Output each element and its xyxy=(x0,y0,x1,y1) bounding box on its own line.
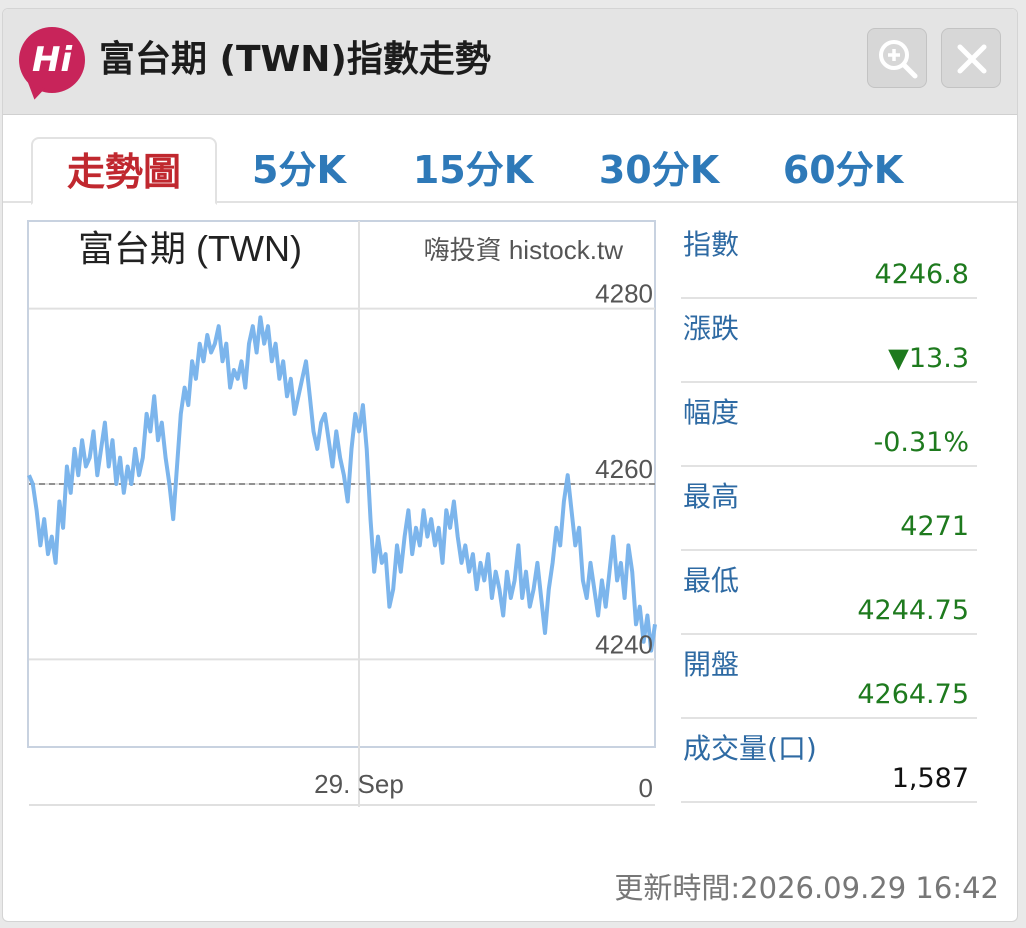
stat-percent: 幅度 -0.31% xyxy=(681,383,977,467)
close-icon xyxy=(957,44,987,74)
chart-tabs: 走勢圖 5分K 15分K 30分K 60分K xyxy=(3,115,1017,205)
y-tick-label: 4240 xyxy=(595,629,653,659)
stat-volume: 成交量(口) 1,587 xyxy=(681,719,977,803)
stat-value: 4271 xyxy=(900,511,969,542)
tab-trend[interactable]: 走勢圖 xyxy=(31,137,217,205)
tab-60min-k[interactable]: 60分K xyxy=(782,148,904,192)
stat-value: ▼13.3 xyxy=(888,343,969,374)
x-tick-label: 29. Sep xyxy=(314,769,404,799)
stat-value: -0.31% xyxy=(873,427,969,458)
stat-label: 最低 xyxy=(683,564,740,597)
hi-logo[interactable]: Hi xyxy=(19,27,85,93)
y-tick-label: 4260 xyxy=(595,454,653,484)
stat-open: 開盤 4264.75 xyxy=(681,635,977,719)
stat-value: 1,587 xyxy=(891,763,969,794)
stat-label: 幅度 xyxy=(683,396,740,429)
tab-30min-k[interactable]: 30分K xyxy=(598,148,720,192)
stat-label: 成交量(口) xyxy=(683,732,817,765)
zoom-button[interactable] xyxy=(867,28,927,88)
histock-widget: Hi 富台期 (TWN)指數走勢 走勢圖 5分K 15分K 30分K 60分K xyxy=(2,8,1018,922)
update-time: 更新時間:2026.09.29 16:42 xyxy=(614,871,999,905)
stat-value: 4246.8 xyxy=(874,259,969,290)
stat-index: 指數 4246.8 xyxy=(681,215,977,299)
stat-label: 指數 xyxy=(683,228,740,261)
stat-value: 4264.75 xyxy=(857,679,969,710)
y-tick-label: 4280 xyxy=(595,279,653,309)
close-button[interactable] xyxy=(941,28,1001,88)
zoom-in-icon xyxy=(879,40,918,79)
series-line-twn xyxy=(27,315,657,653)
tab-5min-k[interactable]: 5分K xyxy=(252,148,346,192)
widget-title: 富台期 (TWN)指數走勢 xyxy=(99,39,491,80)
chart-title: 富台期 (TWN) xyxy=(78,228,302,269)
tab-15min-k[interactable]: 15分K xyxy=(412,148,534,192)
stat-label: 漲跌 xyxy=(683,312,740,345)
price-chart: 富台期 (TWN) 嗨投資 histock.tw 4240 4260 4280 29… xyxy=(27,220,657,807)
volume-axis-label: 0 xyxy=(639,773,653,803)
title-bar: Hi 富台期 (TWN)指數走勢 xyxy=(3,9,1017,115)
chart-credit: 嗨投資 histock.tw xyxy=(424,235,624,265)
quote-stats: 指數 4246.8 漲跌 ▼13.3 幅度 -0.31% 最高 4271 最低 … xyxy=(681,215,977,803)
stat-high: 最高 4271 xyxy=(681,467,977,551)
stat-label: 最高 xyxy=(683,480,740,513)
stat-label: 開盤 xyxy=(683,648,740,681)
stat-low: 最低 4244.75 xyxy=(681,551,977,635)
stat-change: 漲跌 ▼13.3 xyxy=(681,299,977,383)
stat-value: 4244.75 xyxy=(857,595,969,626)
